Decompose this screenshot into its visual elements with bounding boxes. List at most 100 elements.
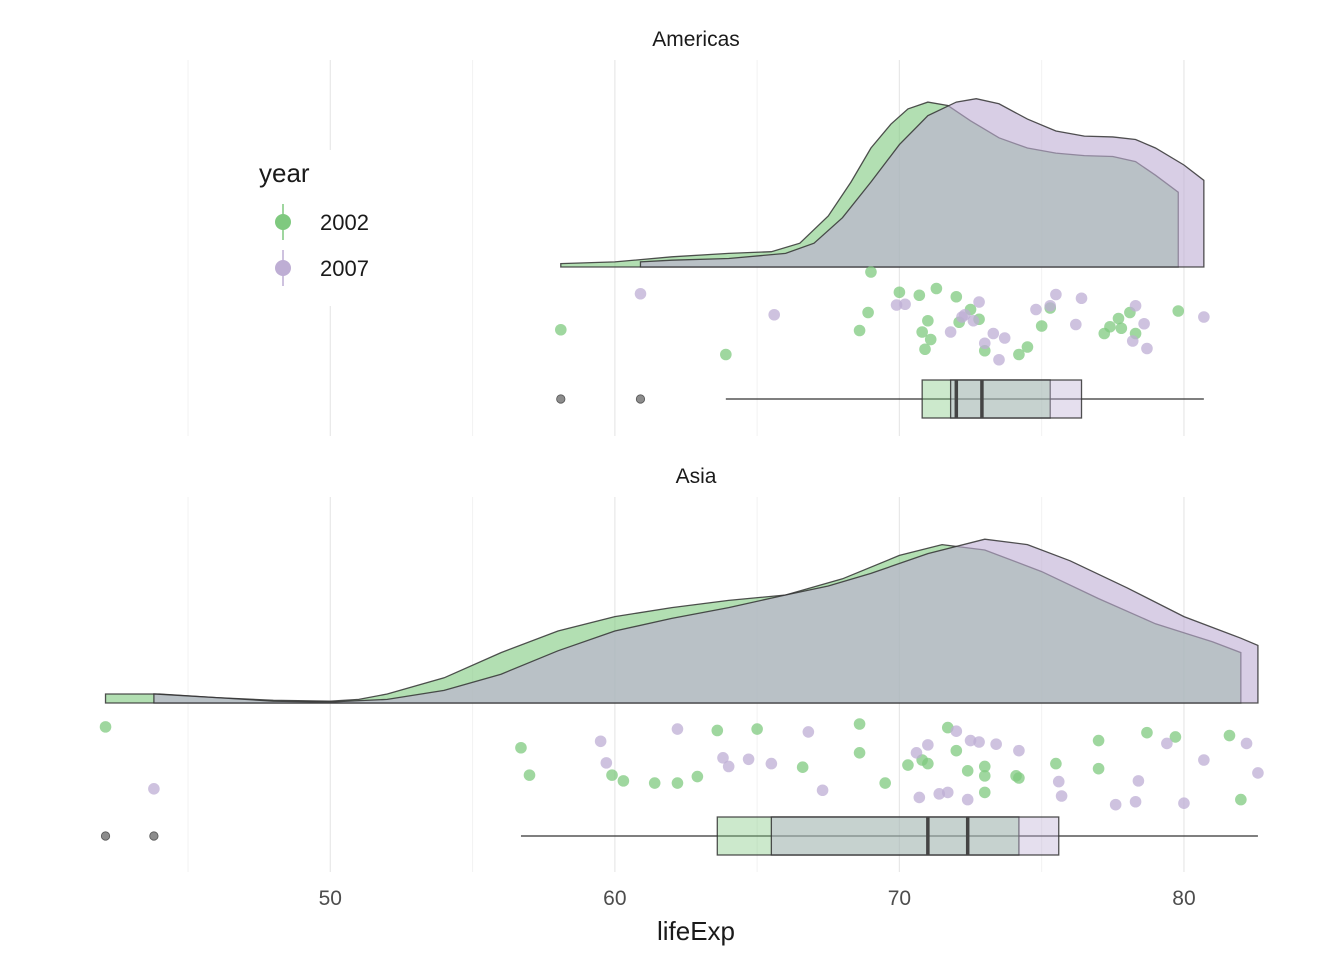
point-2002 (902, 759, 914, 771)
point-2007 (1198, 311, 1210, 323)
point-2007 (1240, 737, 1253, 750)
panel-title-americas: Americas (652, 28, 740, 51)
point-2007 (765, 757, 778, 770)
point-2007 (964, 734, 977, 747)
point-2007 (768, 308, 781, 321)
outlier-point (100, 831, 111, 841)
panel-title-asia: Asia (676, 465, 717, 488)
point-2002 (1035, 320, 1048, 332)
point-2002 (1112, 312, 1125, 325)
outlier-point (556, 394, 566, 404)
point-2002 (1235, 793, 1247, 806)
point-2007 (1126, 335, 1139, 347)
point-2007 (961, 793, 974, 806)
point-2002 (853, 718, 866, 730)
point-2007 (671, 723, 684, 735)
point-2002 (922, 757, 934, 770)
point-2007 (941, 786, 954, 799)
point-2007 (1138, 317, 1150, 330)
legend: year 2002 2007 (240, 150, 390, 306)
point-2002 (1013, 348, 1025, 361)
point-2002 (919, 343, 931, 356)
point-2002 (691, 770, 704, 783)
point-2007 (973, 736, 985, 748)
point-2007 (1141, 342, 1153, 355)
density-2007 (153, 538, 1259, 704)
point-2007 (944, 326, 957, 338)
point-2002 (1013, 772, 1025, 784)
point-2007 (993, 353, 1005, 366)
point-2002 (796, 761, 809, 773)
point-2002 (1050, 757, 1062, 770)
point-2002 (671, 777, 684, 789)
point-2002 (853, 747, 866, 759)
point-2002 (1115, 322, 1128, 335)
point-2002 (879, 777, 891, 789)
point-2007 (913, 791, 926, 804)
point-2002 (916, 326, 928, 338)
legend-key-2007 (275, 260, 291, 276)
point-2007 (950, 725, 963, 737)
point-2007 (1075, 292, 1088, 305)
point-2007 (1109, 798, 1122, 811)
legend-background (240, 150, 390, 306)
point-2002 (1223, 729, 1236, 742)
point-2007 (1129, 795, 1142, 808)
legend-title: year (259, 158, 310, 188)
point-2007 (1013, 744, 1025, 757)
point-2007 (910, 747, 923, 759)
point-2007 (1198, 754, 1210, 766)
point-2002 (554, 323, 567, 336)
point-2002 (853, 324, 866, 337)
point-2002 (862, 306, 874, 319)
point-2007 (1055, 790, 1068, 802)
x-axis-title: lifeExp (657, 916, 735, 946)
point-2007 (933, 788, 946, 800)
point-2002 (893, 286, 906, 299)
outlier-point (635, 394, 646, 404)
point-2002 (99, 721, 112, 733)
point-2007 (802, 726, 815, 738)
point-2002 (648, 777, 661, 789)
x-tick-label-60: 60 (603, 887, 626, 910)
point-2007 (1030, 303, 1042, 316)
point-2002 (865, 266, 877, 278)
point-2007 (990, 738, 1002, 750)
point-2002 (950, 744, 963, 757)
point-2007 (1178, 797, 1190, 809)
outlier-point (149, 831, 159, 841)
x-tick-label-70: 70 (888, 887, 911, 910)
point-2007 (600, 757, 613, 769)
point-2007 (959, 308, 971, 321)
point-2007 (816, 784, 829, 797)
point-2007 (890, 299, 903, 311)
point-2002 (751, 723, 763, 735)
point-2002 (617, 775, 630, 787)
point-2002 (606, 769, 618, 781)
point-2007 (1129, 299, 1142, 312)
point-2007 (1050, 288, 1062, 301)
box-2007 (770, 816, 1060, 856)
point-2007 (722, 760, 735, 773)
legend-key-2002 (275, 214, 291, 230)
panel-asia: Asia (99, 465, 1264, 856)
point-2007 (717, 752, 729, 764)
point-2007 (1132, 775, 1145, 787)
panel-americas: Americas (554, 28, 1210, 419)
point-2002 (1021, 341, 1034, 353)
legend-label-2007: 2007 (320, 256, 369, 281)
point-2007 (1161, 737, 1173, 750)
point-2002 (1104, 320, 1116, 333)
point-2007 (742, 753, 755, 766)
point-2002 (1169, 731, 1182, 743)
point-2007 (634, 287, 647, 300)
point-2007 (1252, 767, 1264, 779)
point-2007 (148, 783, 160, 795)
point-2007 (1044, 299, 1057, 312)
point-2002 (1172, 305, 1185, 317)
point-2002 (711, 724, 724, 737)
point-2007 (987, 327, 1000, 340)
legend-label-2002: 2002 (320, 210, 369, 235)
point-2002 (922, 314, 934, 327)
